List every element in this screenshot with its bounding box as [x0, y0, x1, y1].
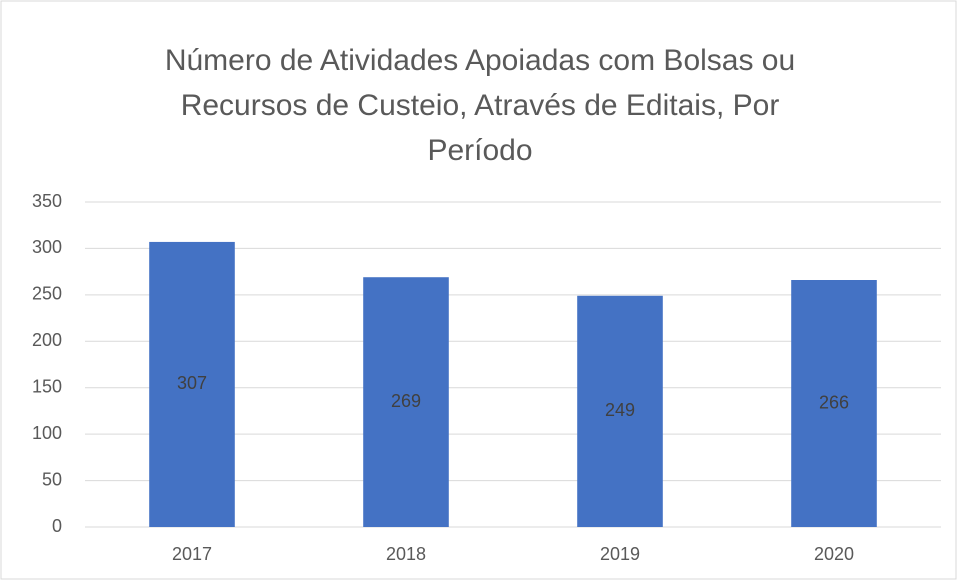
- y-tick-label: 50: [42, 469, 62, 489]
- bar: [791, 280, 877, 527]
- y-tick-label: 0: [52, 516, 62, 536]
- data-label: 269: [391, 391, 421, 411]
- y-tick-label: 200: [32, 330, 62, 350]
- data-label: 307: [177, 373, 207, 393]
- data-label: 249: [605, 400, 635, 420]
- y-tick-label: 300: [32, 237, 62, 257]
- chart-title: Número de Atividades Apoiadas com Bolsas…: [164, 44, 796, 167]
- y-tick-label: 100: [32, 423, 62, 443]
- bar: [577, 295, 663, 527]
- y-tick-label: 150: [32, 376, 62, 396]
- x-tick-label: 2020: [814, 544, 854, 564]
- x-tick-label: 2018: [386, 544, 426, 564]
- x-tick-label: 2019: [600, 544, 640, 564]
- bar: [363, 277, 449, 527]
- data-label: 266: [819, 392, 849, 412]
- bar: [149, 241, 235, 527]
- x-tick-label: 2017: [172, 544, 212, 564]
- y-tick-label: 250: [32, 284, 62, 304]
- y-tick-label: 350: [32, 191, 62, 211]
